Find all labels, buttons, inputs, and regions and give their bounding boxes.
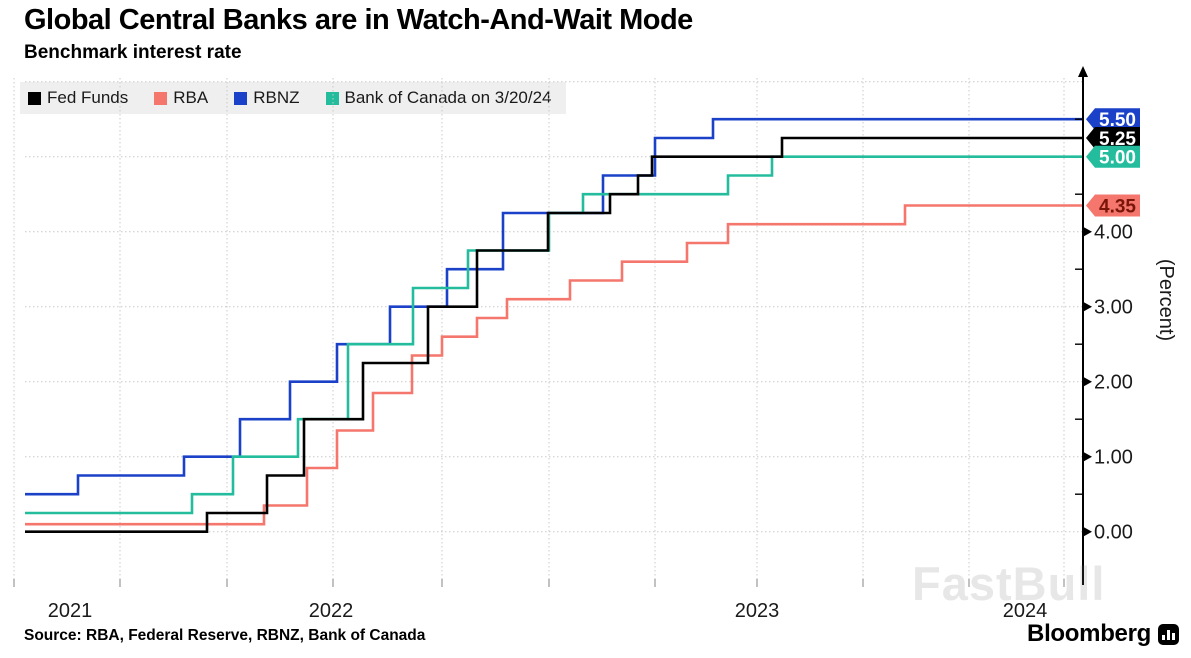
chart-legend: Fed Funds RBA RBNZ Bank of Canada on 3/20/2… xyxy=(20,82,566,114)
page-title: Global Central Banks are in Watch-And-Wa… xyxy=(24,4,693,36)
series-line-fed-funds xyxy=(25,136,1083,533)
y-tick-label: 4.00 xyxy=(1094,222,1133,244)
value-tag-text: 5.50 xyxy=(1099,110,1136,131)
bloomberg-wordmark: Bloomberg xyxy=(1027,620,1151,647)
bloomberg-bars-icon xyxy=(1158,623,1179,645)
y-tick-label: 3.00 xyxy=(1094,297,1133,319)
value-tag-text: 4.35 xyxy=(1099,196,1136,217)
legend-item-0: Fed Funds xyxy=(28,88,128,108)
legend-label: Fed Funds xyxy=(47,88,129,107)
legend-swatch-icon xyxy=(325,91,339,105)
end-value-tags: 5.505.255.00 4.35 xyxy=(1086,108,1140,217)
value-tag-shape xyxy=(1086,108,1140,131)
y-major-tick xyxy=(1083,376,1092,387)
y-tick-label: 2.00 xyxy=(1094,372,1133,394)
x-year-label: 2024 xyxy=(1003,600,1048,622)
legend-label: RBNZ xyxy=(253,88,300,107)
chart-subtitle: Benchmark interest rate xyxy=(24,42,242,63)
x-year-label: 2021 xyxy=(48,600,93,622)
value-tag-shape xyxy=(1086,145,1140,168)
series-line-bank-of-canada xyxy=(25,155,1083,515)
value-tag-text: 5.00 xyxy=(1099,148,1136,169)
legend-item-3: Bank of Canada on 3/20/24 xyxy=(325,88,552,108)
series-line-rbnz xyxy=(25,117,1083,496)
source-note: Source: RBA, Federal Reserve, RBNZ, Bank… xyxy=(24,627,426,644)
y-axis-title: (Percent) xyxy=(1155,259,1177,341)
y-major-tick xyxy=(1083,301,1092,312)
value-tag-shape xyxy=(1086,194,1140,217)
value-tag-4-35: 4.35 xyxy=(1086,194,1140,217)
series-line-rba xyxy=(25,204,1083,526)
legend-swatch-icon xyxy=(234,91,248,105)
legend-swatch-icon xyxy=(154,91,168,105)
y-major-tick xyxy=(1083,226,1092,237)
value-tag-text: 5.25 xyxy=(1099,129,1136,150)
x-year-label: 2022 xyxy=(309,600,354,622)
bloomberg-logo: Bloomberg xyxy=(1027,620,1179,648)
legend-swatch-icon xyxy=(28,91,41,105)
gridlines xyxy=(13,78,1083,587)
value-tag-shape xyxy=(1086,126,1140,149)
legend-item-1: RBA xyxy=(154,88,208,108)
value-tag-5-00: 5.00 xyxy=(1086,145,1140,169)
value-tag-5-25: 5.25 xyxy=(1086,126,1140,150)
y-tick-label: 1.00 xyxy=(1094,447,1133,469)
x-year-label: 2023 xyxy=(735,600,780,622)
y-axis-arrow-icon xyxy=(1078,66,1088,77)
value-tag-5-50: 5.50 xyxy=(1086,108,1140,131)
legend-label: Bank of Canada on 3/20/24 xyxy=(344,88,552,107)
series-lines xyxy=(25,117,1083,533)
y-tick-label: 0.00 xyxy=(1094,522,1133,544)
legend-item-2: RBNZ xyxy=(234,88,300,108)
y-major-tick xyxy=(1083,451,1092,462)
watermark: FastBull xyxy=(912,557,1106,610)
y-axis: 0.00 1.00 2.00 3.00 4.00 xyxy=(1075,66,1133,585)
legend-label: RBA xyxy=(173,88,209,107)
y-major-tick xyxy=(1083,526,1092,537)
